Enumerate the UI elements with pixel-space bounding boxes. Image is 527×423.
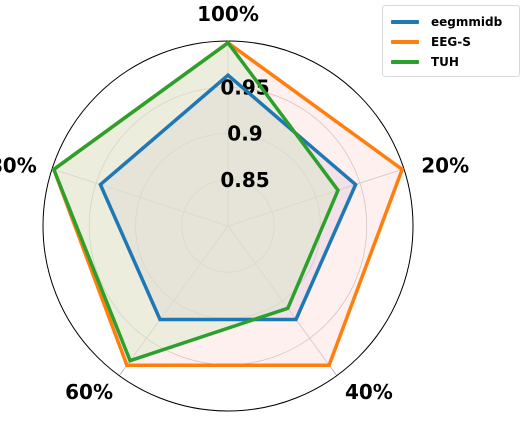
legend-label-eegmmidb: eegmmidb — [431, 15, 503, 29]
legend: eegmmidb EEG-S TUH — [382, 5, 520, 77]
radial-tick-label-0: 0.85 — [220, 168, 269, 192]
legend-swatch-tuh — [391, 60, 419, 64]
category-label-3: 60% — [65, 380, 113, 404]
series-area-2 — [53, 42, 339, 361]
category-label-0: 100% — [197, 2, 259, 26]
legend-swatch-eegmmidb — [391, 20, 419, 24]
series-line-0 — [98, 72, 358, 322]
legend-item-eeg-s: EEG-S — [391, 32, 511, 52]
radial-tick-label-1: 0.9 — [227, 122, 262, 146]
series-line-2 — [51, 40, 341, 363]
category-label-4: 80% — [0, 154, 37, 178]
legend-item-eegmmidb: eegmmidb — [391, 12, 511, 32]
series-area-1 — [53, 42, 403, 366]
grid-spoke-4 — [51, 168, 229, 227]
legend-label-tuh: TUH — [431, 55, 459, 69]
series-area-0 — [100, 75, 356, 320]
category-label-2: 40% — [345, 380, 393, 404]
legend-item-tuh: TUH — [391, 52, 511, 72]
grid-spoke-1 — [227, 168, 405, 227]
grid-spoke-3 — [118, 225, 229, 376]
category-label-1: 20% — [421, 154, 469, 178]
legend-swatch-eeg-s — [391, 40, 419, 44]
legend-label-eeg-s: EEG-S — [431, 35, 471, 49]
grid-spoke-2 — [227, 225, 338, 376]
